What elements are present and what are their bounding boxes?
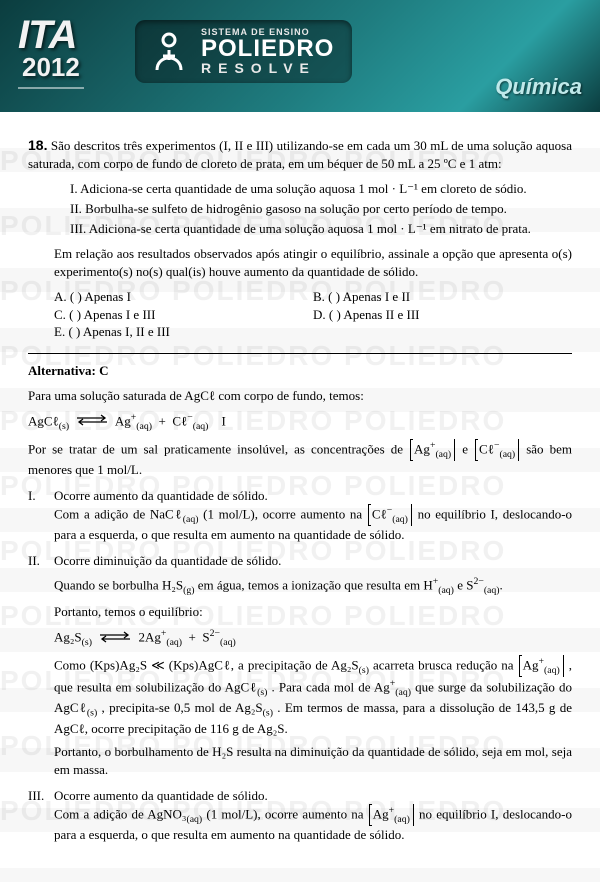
list-item: III. Adiciona-se certa quantidade de uma… (70, 220, 572, 238)
concentration-bracket: Ag+(aq) (519, 655, 564, 677)
solution-body: Com a adição de AgNO₃(aq) (1 mol/L), oco… (28, 804, 572, 844)
eq-phase: (s) (59, 421, 69, 432)
solution-item-2: II. Ocorre diminuição da quantidade de s… (28, 552, 572, 779)
question-stem-text: São descritos três experimentos (I, II e… (28, 138, 572, 171)
solution-body: Com a adição de NaCℓ(aq) (1 mol/L), ocor… (28, 504, 572, 544)
solution-head: Ocorre aumento da quantidade de sólido. (54, 787, 268, 805)
solution-list: I. Ocorre aumento da quantidade de sólid… (28, 487, 572, 844)
option-d: D. ( ) Apenas II e III (313, 306, 572, 324)
options-block: A. ( ) Apenas I B. ( ) Apenas I e II C. … (28, 288, 572, 341)
solution-item-1: I. Ocorre aumento da quantidade de sólid… (28, 487, 572, 544)
divider (28, 353, 572, 354)
eq-species: Ag (115, 413, 131, 428)
option-c: C. ( ) Apenas I e III (54, 306, 313, 324)
option-b: B. ( ) Apenas I e II (313, 288, 572, 306)
question-number: 18. (28, 137, 47, 153)
solution-head: Ocorre diminuição da quantidade de sólid… (54, 552, 281, 570)
document-header: ITA 2012 SISTEMA DE ENSINO POLIEDRO RESO… (0, 0, 600, 112)
option-a: A. ( ) Apenas I (54, 288, 313, 306)
brand-badge: SISTEMA DE ENSINO POLIEDRO RESOLVE (135, 20, 352, 83)
roman-numeral: I. (28, 487, 54, 505)
page-body: POLIEDRO POLIEDRO POLIEDRO POLIEDRO POLI… (0, 112, 600, 882)
equilibrium-arrow-icon (75, 413, 109, 431)
answer-p1: Por se tratar de um sal praticamente ins… (28, 439, 572, 479)
text: e (462, 441, 474, 456)
brand-icon (147, 30, 191, 74)
eq-lhs: AgCℓ (28, 413, 59, 428)
solution-head: Ocorre aumento da quantidade de sólido. (54, 487, 268, 505)
eq-species: Cℓ (172, 413, 187, 428)
subject-label: Química (495, 72, 582, 102)
concentration-bracket: Cℓ−(aq) (368, 504, 412, 526)
equilibrium-arrow-icon (98, 630, 132, 648)
eq-phase: (aq) (193, 421, 209, 432)
roman-numeral: III. (28, 787, 54, 805)
brand-main: POLIEDRO (201, 37, 334, 61)
answer-label: Alternativa: C (28, 362, 572, 380)
question-stem: 18. São descritos três experimentos (I, … (28, 136, 572, 172)
eq-tag: I (221, 413, 225, 428)
brand-text: SISTEMA DE ENSINO POLIEDRO RESOLVE (201, 28, 334, 75)
text: Por se tratar de um sal praticamente ins… (28, 441, 409, 456)
roman-numeral: II. (28, 552, 54, 570)
brand-sub: RESOLVE (201, 61, 334, 75)
equation-1: AgCℓ(s) Ag+(aq) + Cℓ−(aq) I (28, 411, 572, 433)
question-ask: Em relação aos resultados observados apó… (28, 245, 572, 280)
concentration-bracket: Ag+(aq) (410, 439, 455, 461)
solution-body: Quando se borbulha H₂S(g) em água, temos… (28, 575, 572, 778)
equation-2: Ag₂S(s) 2Ag+(aq) + S2−(aq) (54, 627, 572, 649)
experiment-list: I. Adiciona-se certa quantidade de uma s… (28, 180, 572, 237)
solution-item-3: III. Ocorre aumento da quantidade de sól… (28, 787, 572, 844)
answer-intro: Para uma solução saturada de AgCℓ com co… (28, 387, 572, 405)
list-item: II. Borbulha-se sulfeto de hidrogênio ga… (70, 200, 572, 218)
exam-year: 2012 (18, 50, 84, 89)
option-e: E. ( ) Apenas I, II e III (54, 323, 313, 341)
concentration-bracket: Cℓ−(aq) (475, 439, 519, 461)
list-item: I. Adiciona-se certa quantidade de uma s… (70, 180, 572, 198)
eq-phase: (aq) (136, 421, 152, 432)
concentration-bracket: Ag+(aq) (369, 804, 414, 826)
